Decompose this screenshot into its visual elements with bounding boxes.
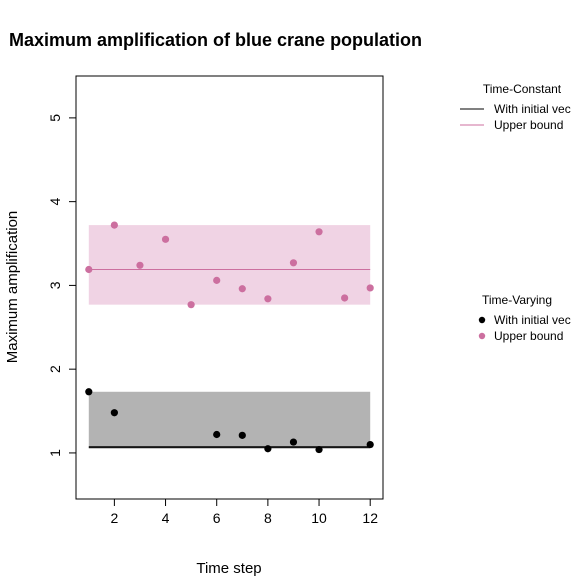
x-tick-label-5: 12 [362, 510, 378, 526]
x-tick-label-3: 8 [264, 510, 272, 526]
band-0 [88, 225, 371, 305]
data-point-s1-p0 [85, 388, 93, 396]
band-1 [88, 391, 371, 449]
legend-title-0: Time-Constant [483, 82, 562, 96]
y-tick-label-2: 3 [47, 281, 63, 289]
legend-label-0-0: With initial vec [494, 102, 571, 116]
x-tick-label-4: 10 [311, 510, 327, 526]
legend-key-1-0 [478, 316, 486, 324]
data-point-s0-p2 [136, 261, 144, 269]
data-point-s1-p7 [366, 440, 374, 449]
y-tick-label-4: 5 [47, 114, 63, 122]
legend-label-1-1: Upper bound [494, 329, 563, 343]
data-point-s0-p4 [187, 301, 195, 309]
data-point-s0-p8 [289, 259, 298, 267]
plot-area [85, 221, 374, 454]
data-point-s0-p0 [85, 265, 93, 274]
y-tick-label-3: 4 [47, 198, 63, 206]
data-point-s0-p10 [341, 294, 349, 302]
legend-label-0-1: Upper bound [494, 118, 563, 132]
legend-key-1-1 [478, 332, 486, 340]
y-axis: 1 2 3 4 5 [47, 114, 77, 457]
data-point-s0-p11 [366, 284, 374, 292]
data-point-s1-p5 [289, 438, 298, 446]
data-point-s1-p4 [264, 445, 272, 453]
data-point-s0-p7 [264, 295, 272, 303]
y-tick-label-1: 2 [47, 365, 63, 373]
chart-title: Maximum amplification of blue crane popu… [9, 30, 422, 50]
x-axis-label: Time step [196, 560, 261, 576]
y-axis-label: Maximum amplification [4, 211, 21, 364]
y-tick-label-0: 1 [47, 449, 63, 457]
data-point-s0-p1 [110, 221, 118, 229]
data-point-s1-p1 [110, 409, 118, 417]
legend-label-1-0: With initial vec [494, 313, 571, 327]
data-point-s1-p2 [213, 430, 221, 439]
data-point-s0-p6 [238, 285, 246, 293]
x-tick-label-0: 2 [110, 510, 118, 526]
x-tick-label-1: 4 [162, 510, 170, 526]
data-point-s1-p3 [238, 431, 246, 439]
data-point-s0-p5 [213, 276, 221, 284]
legend: Time-Constant With initial vec Upper bound… [460, 82, 571, 343]
x-axis: 2 4 6 8 10 12 [110, 498, 378, 526]
data-point-s0-p9 [315, 228, 323, 236]
data-point-s1-p6 [315, 445, 323, 454]
data-point-s0-p3 [161, 235, 170, 243]
legend-title-1: Time-Varying [482, 293, 552, 307]
x-tick-label-2: 6 [213, 510, 221, 526]
